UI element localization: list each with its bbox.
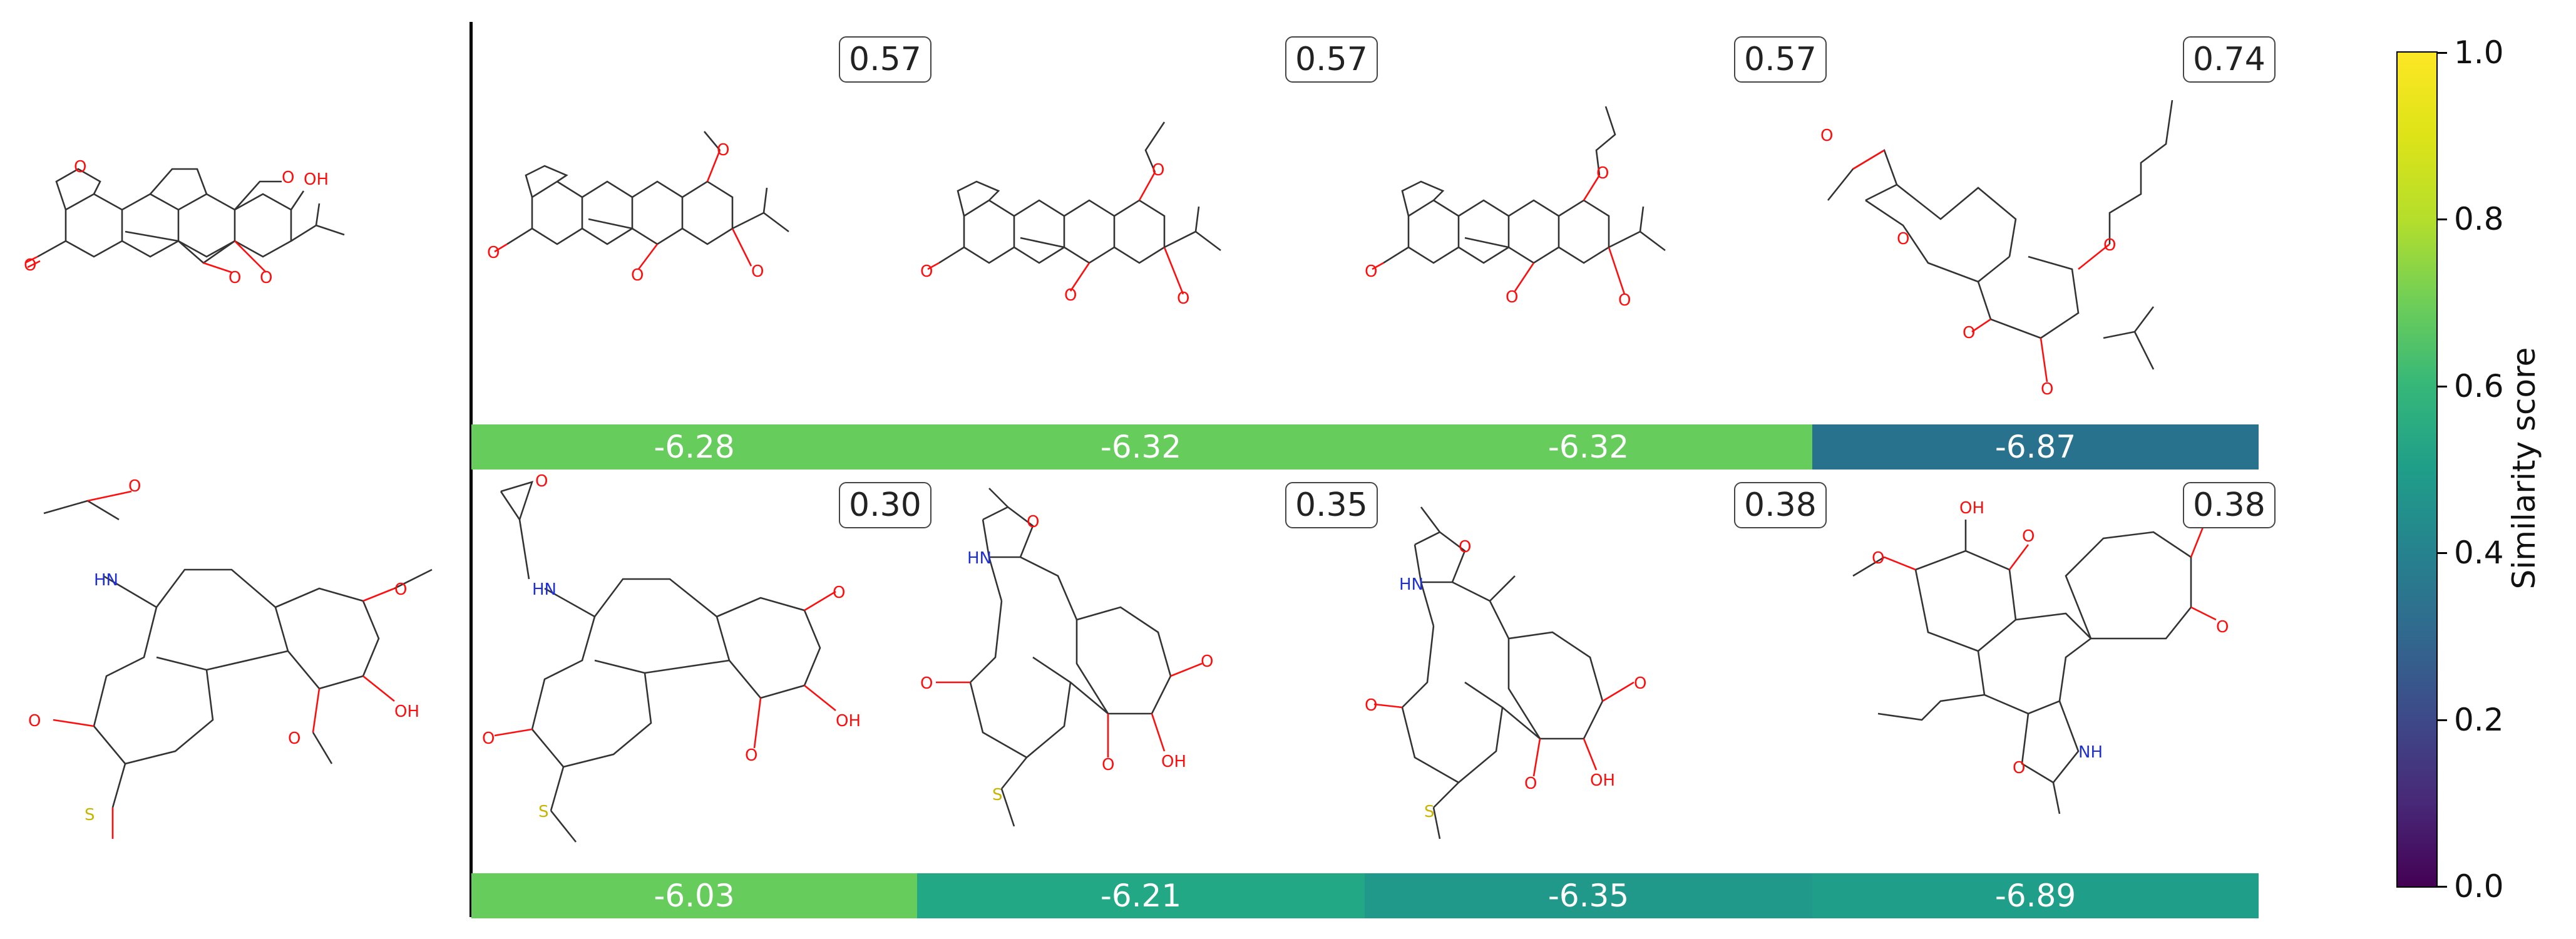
energy-bar-r1c3: -6.32 — [1365, 424, 1812, 470]
energy-bar-r1c4: -6.87 — [1812, 424, 2259, 470]
svg-text:O: O — [2013, 759, 2025, 777]
colorbar-tick — [2437, 218, 2447, 221]
svg-text:O: O — [24, 256, 36, 275]
svg-text:O: O — [751, 262, 764, 281]
svg-text:HN: HN — [967, 549, 992, 568]
colorbar-tick — [2437, 886, 2447, 888]
similarity-score-r2c1: 0.30 — [839, 482, 931, 528]
svg-text:S: S — [85, 806, 95, 824]
svg-text:O: O — [1064, 286, 1077, 305]
similarity-score-r1c2: 0.57 — [1285, 36, 1378, 83]
svg-text:OH: OH — [304, 170, 329, 189]
colorbar-label: Similarity score — [2506, 347, 2542, 590]
svg-text:O: O — [282, 168, 294, 187]
colorbar-tick — [2437, 52, 2447, 54]
svg-text:OH: OH — [1161, 752, 1186, 771]
svg-text:O: O — [1872, 549, 1884, 568]
svg-text:O: O — [2041, 380, 2053, 399]
svg-text:O: O — [1524, 774, 1537, 793]
similarity-score-r1c4: 0.74 — [2183, 36, 2276, 83]
svg-text:O: O — [1634, 674, 1646, 693]
svg-text:O: O — [1201, 652, 1213, 671]
svg-text:O: O — [1365, 696, 1377, 715]
energy-bar-r1c1: -6.28 — [471, 424, 917, 470]
svg-text:O: O — [128, 477, 141, 496]
result-molecule-r1c3: O O O O — [1365, 106, 1666, 310]
svg-text:O: O — [833, 583, 845, 602]
colorbar-tick — [2437, 719, 2447, 721]
colorbar-tick — [2437, 552, 2447, 555]
colorbar-tick-label: 0.8 — [2454, 201, 2504, 238]
svg-text:O: O — [1459, 538, 1471, 557]
svg-text:O: O — [2216, 618, 2229, 637]
svg-text:O: O — [1506, 288, 1518, 307]
colorbar — [2396, 51, 2438, 888]
svg-text:O: O — [920, 674, 933, 693]
svg-text:O: O — [228, 269, 241, 287]
svg-text:NH: NH — [2078, 743, 2103, 762]
svg-text:O: O — [1820, 126, 1833, 145]
query-molecule-2: O HN O S O OH O — [28, 477, 433, 839]
svg-text:O: O — [2022, 527, 2035, 546]
svg-text:O: O — [745, 746, 757, 765]
svg-text:HN: HN — [94, 571, 118, 590]
result-molecule-r1c4: O O O O O — [1820, 100, 2173, 399]
svg-text:OH: OH — [394, 702, 419, 721]
svg-text:O: O — [74, 158, 86, 177]
svg-text:O: O — [1596, 164, 1609, 183]
svg-text:S: S — [1424, 803, 1435, 821]
svg-text:O: O — [487, 244, 500, 262]
svg-text:O: O — [1897, 230, 1909, 249]
svg-text:O: O — [288, 729, 300, 748]
svg-text:O: O — [1618, 291, 1631, 310]
svg-text:O: O — [482, 729, 495, 748]
svg-text:O: O — [535, 473, 548, 491]
colorbar-tick-label: 0.6 — [2454, 367, 2504, 404]
result-molecule-r2c4: OH O O S O O NH — [1852, 499, 2229, 814]
colorbar-tick-label: 0.0 — [2454, 868, 2504, 905]
svg-text:O: O — [1177, 289, 1189, 308]
svg-text:O: O — [1152, 161, 1164, 180]
energy-bar-r2c2: -6.21 — [917, 873, 1365, 918]
colorbar-tick-label: 0.2 — [2454, 701, 2504, 738]
svg-text:S: S — [538, 803, 549, 821]
colorbar-tick-label: 0.4 — [2454, 535, 2504, 572]
result-molecule-r2c3: O HN O S O OH O — [1365, 506, 1646, 839]
svg-text:O: O — [631, 266, 644, 285]
svg-text:O: O — [717, 141, 729, 160]
svg-text:O: O — [2103, 236, 2116, 255]
similarity-score-r1c3: 0.57 — [1734, 36, 1827, 83]
energy-bar-r2c4: -6.89 — [1812, 873, 2259, 918]
energy-bar-r2c1: -6.03 — [471, 873, 917, 918]
result-molecule-r2c2: O HN O S O OH O — [920, 488, 1213, 827]
similarity-score-r1c1: 0.57 — [839, 36, 931, 83]
result-molecule-r1c2: O O O O — [920, 121, 1221, 308]
result-molecule-r2c1: O HN O S O OH O — [482, 473, 861, 843]
query-divider — [470, 22, 473, 917]
svg-text:O: O — [920, 262, 933, 281]
similarity-score-r2c4: 0.38 — [2183, 482, 2276, 528]
svg-text:OH: OH — [836, 712, 861, 731]
svg-text:O: O — [394, 580, 407, 599]
svg-text:OH: OH — [1959, 499, 1984, 518]
svg-text:O: O — [1027, 513, 1039, 531]
svg-text:S: S — [992, 786, 1003, 804]
energy-bar-r1c2: -6.32 — [917, 424, 1365, 470]
colorbar-tick-label: 1.0 — [2454, 34, 2504, 71]
result-molecule-r1c1: O O O O — [487, 131, 789, 285]
svg-text:HN: HN — [532, 580, 557, 599]
similarity-score-r2c2: 0.35 — [1285, 482, 1378, 528]
svg-text:O: O — [1102, 756, 1114, 774]
svg-text:HN: HN — [1399, 575, 1424, 594]
query-molecule-1: O O OH O O O — [24, 158, 345, 287]
svg-text:OH: OH — [1590, 771, 1615, 790]
svg-text:O: O — [28, 712, 41, 731]
colorbar-tick — [2437, 385, 2447, 387]
svg-text:O: O — [260, 269, 272, 287]
svg-text:O: O — [1963, 324, 1975, 342]
svg-text:O: O — [1365, 262, 1377, 281]
similarity-score-r2c3: 0.38 — [1734, 482, 1827, 528]
energy-bar-r2c3: -6.35 — [1365, 873, 1812, 918]
